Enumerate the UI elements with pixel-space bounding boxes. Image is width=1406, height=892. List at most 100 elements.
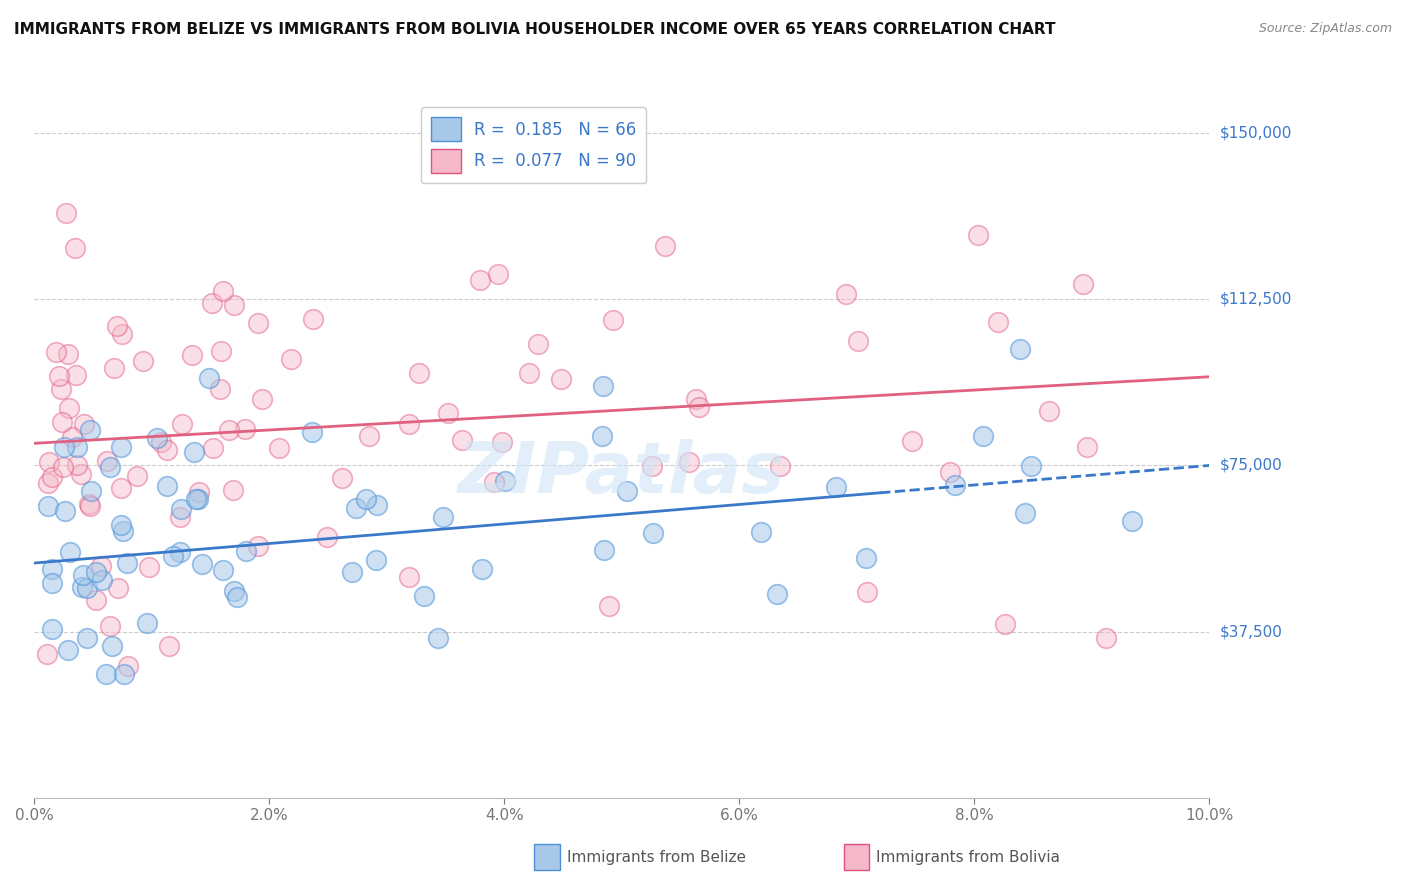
Point xyxy=(592,379,614,393)
Point xyxy=(856,585,879,599)
Point xyxy=(250,392,273,406)
Point xyxy=(987,315,1010,329)
Point xyxy=(846,334,869,349)
Point xyxy=(593,543,616,558)
Point xyxy=(211,563,233,577)
Point xyxy=(641,458,664,473)
Point xyxy=(183,445,205,459)
Point xyxy=(117,658,139,673)
Point xyxy=(224,298,246,312)
Point xyxy=(49,382,72,396)
Point xyxy=(107,581,129,595)
Point xyxy=(218,423,240,437)
Point xyxy=(208,382,231,396)
Point xyxy=(301,425,323,440)
Point xyxy=(901,434,924,448)
Point xyxy=(280,352,302,367)
Point xyxy=(186,491,208,506)
Point xyxy=(169,545,191,559)
Point xyxy=(105,319,128,334)
Point xyxy=(939,465,962,479)
Point xyxy=(110,517,132,532)
Text: $75,000: $75,000 xyxy=(1220,458,1282,473)
Point xyxy=(110,441,132,455)
Point xyxy=(359,429,381,443)
Point xyxy=(58,643,80,657)
Point xyxy=(1095,631,1118,645)
Point xyxy=(412,589,434,603)
Point xyxy=(356,491,378,506)
Point xyxy=(110,481,132,495)
Point xyxy=(550,372,572,386)
Text: ZIPatlas: ZIPatlas xyxy=(458,439,786,508)
Point xyxy=(1071,277,1094,291)
Point xyxy=(37,500,59,514)
Point xyxy=(77,497,100,511)
Point xyxy=(201,296,224,310)
Point xyxy=(94,666,117,681)
Text: IMMIGRANTS FROM BELIZE VS IMMIGRANTS FROM BOLIVIA HOUSEHOLDER INCOME OVER 65 YEA: IMMIGRANTS FROM BELIZE VS IMMIGRANTS FRO… xyxy=(14,22,1056,37)
Point xyxy=(111,327,134,342)
Point xyxy=(73,417,96,432)
Point xyxy=(967,228,990,243)
Point xyxy=(76,631,98,645)
Point xyxy=(825,480,848,494)
Point xyxy=(138,559,160,574)
Point xyxy=(181,348,204,362)
Point xyxy=(432,510,454,524)
Point xyxy=(58,401,80,415)
Point xyxy=(70,580,93,594)
Point xyxy=(225,590,247,604)
Point xyxy=(132,354,155,368)
Point xyxy=(486,267,509,281)
Point xyxy=(471,562,494,576)
Point xyxy=(84,592,107,607)
Point xyxy=(172,417,194,432)
Point xyxy=(834,286,856,301)
Point xyxy=(643,526,665,541)
Point xyxy=(212,284,235,298)
Point xyxy=(41,562,63,576)
Point xyxy=(468,273,491,287)
Text: Immigrants from Belize: Immigrants from Belize xyxy=(567,849,745,864)
Text: $112,500: $112,500 xyxy=(1220,292,1292,307)
Point xyxy=(111,524,134,538)
Legend: R =  0.185   N = 66, R =  0.077   N = 90: R = 0.185 N = 66, R = 0.077 N = 90 xyxy=(420,107,647,183)
Point xyxy=(156,442,179,457)
Point xyxy=(267,441,290,455)
Point xyxy=(408,366,430,380)
Point xyxy=(136,616,159,631)
Point xyxy=(35,648,58,662)
Point xyxy=(156,479,179,493)
Point xyxy=(84,566,107,580)
Point xyxy=(58,347,80,361)
Point xyxy=(994,616,1017,631)
Point xyxy=(330,471,353,485)
Point xyxy=(41,470,63,484)
Point xyxy=(437,406,460,420)
Point xyxy=(517,367,540,381)
Point xyxy=(943,478,966,492)
Point xyxy=(55,205,77,219)
Point xyxy=(678,455,700,469)
Point xyxy=(96,454,118,468)
Point xyxy=(69,467,91,481)
Point xyxy=(53,504,76,518)
Point xyxy=(364,553,387,567)
Point xyxy=(66,440,89,454)
Point xyxy=(398,417,420,432)
Point xyxy=(65,241,87,255)
Text: Source: ZipAtlas.com: Source: ZipAtlas.com xyxy=(1258,22,1392,36)
Point xyxy=(1121,514,1143,528)
Point xyxy=(427,632,450,646)
Text: Immigrants from Bolivia: Immigrants from Bolivia xyxy=(876,849,1060,864)
Point xyxy=(247,316,270,330)
Point xyxy=(101,639,124,653)
Point xyxy=(150,434,173,449)
Point xyxy=(224,584,246,599)
Point xyxy=(51,415,73,429)
Point xyxy=(38,454,60,468)
Point xyxy=(769,459,792,474)
Point xyxy=(1038,403,1060,417)
Point xyxy=(302,312,325,326)
